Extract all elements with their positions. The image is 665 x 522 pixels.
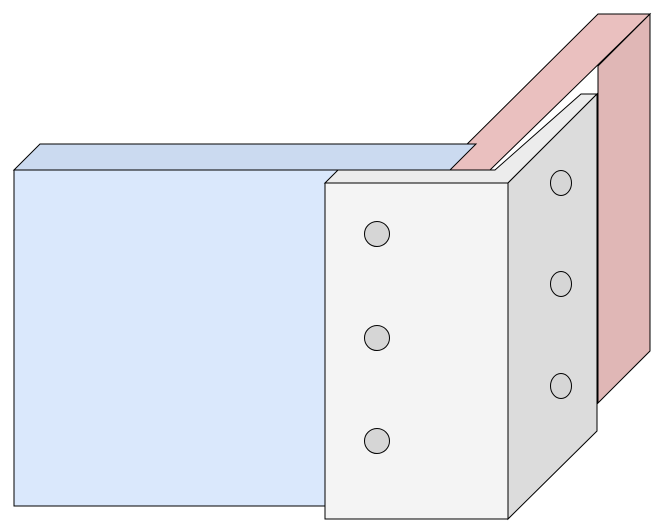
bolt-hole-front-1: [364, 221, 390, 247]
red-plate-side-face: [597, 12, 651, 405]
bolt-hole-side-2: [550, 271, 572, 297]
bracket-front-face: [324, 182, 509, 520]
bolt-hole-side-1: [550, 170, 572, 196]
angle-bracket: [323, 92, 599, 521]
bolt-hole-side-3: [550, 373, 572, 399]
blue-beam-top-face: [12, 143, 478, 171]
red-plate: [439, 12, 652, 405]
bolt-hole-front-2: [364, 325, 390, 351]
bolt-hole-front-3: [364, 428, 390, 454]
